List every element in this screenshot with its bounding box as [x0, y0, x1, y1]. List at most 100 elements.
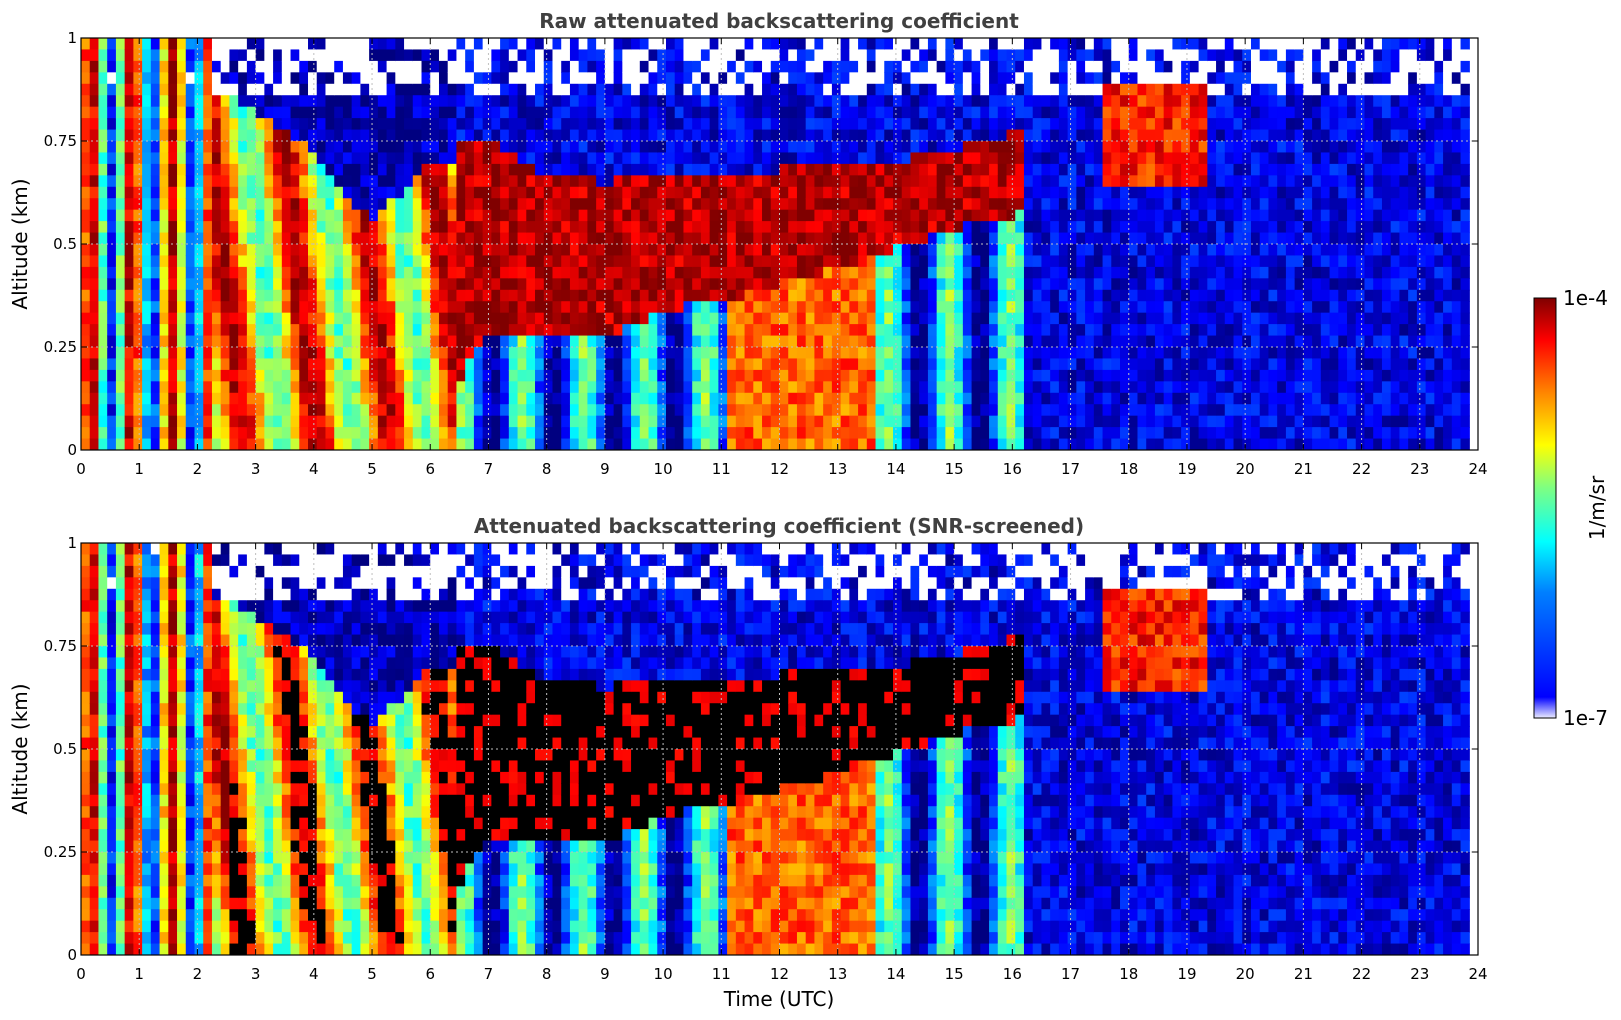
- heatmap-cell: [744, 118, 754, 131]
- heatmap-cell: [325, 335, 335, 348]
- heatmap-cell: [1285, 118, 1296, 131]
- heatmap-cell: [473, 163, 484, 176]
- heatmap-cell: [299, 312, 309, 325]
- heatmap-cell: [1111, 129, 1121, 142]
- heatmap-cell: [796, 209, 807, 222]
- heatmap-cell: [1076, 324, 1086, 337]
- heatmap-cell: [962, 289, 973, 302]
- heatmap-cell: [107, 255, 117, 268]
- heatmap-cell: [1137, 95, 1147, 108]
- heatmap-cell: [1015, 266, 1025, 279]
- heatmap-cell: [1181, 335, 1191, 348]
- heatmap-cell: [115, 312, 126, 325]
- heatmap-cell: [377, 255, 388, 268]
- heatmap-cell: [1102, 141, 1112, 154]
- heatmap-cell: [936, 163, 946, 176]
- heatmap-cell: [220, 198, 231, 211]
- panel1-heatmap: [81, 38, 1470, 450]
- heatmap-cell: [1198, 232, 1208, 245]
- heatmap-cell: [421, 60, 431, 73]
- heatmap-cell: [98, 324, 108, 337]
- heatmap-cell: [718, 152, 728, 165]
- heatmap-cell: [177, 415, 187, 428]
- heatmap-cell: [168, 278, 178, 291]
- heatmap-cell: [124, 221, 134, 234]
- heatmap-cell: [639, 72, 650, 85]
- heatmap-cell: [1041, 404, 1051, 417]
- heatmap-cell: [893, 438, 903, 450]
- heatmap-cell: [473, 347, 484, 360]
- heatmap-cell: [255, 106, 265, 119]
- heatmap-cell: [1146, 221, 1156, 234]
- heatmap-cell: [665, 232, 676, 245]
- heatmap-cell: [1189, 38, 1200, 51]
- heatmap-cell: [604, 244, 615, 257]
- heatmap-cell: [954, 427, 964, 440]
- heatmap-cell: [246, 324, 257, 337]
- heatmap-cell: [1268, 289, 1278, 302]
- heatmap-cell: [456, 95, 466, 108]
- heatmap-cell: [1233, 152, 1243, 165]
- heatmap-cell: [1233, 255, 1243, 268]
- heatmap-cell: [360, 278, 370, 291]
- heatmap-cell: [1277, 358, 1287, 371]
- heatmap-cell: [1093, 129, 1104, 142]
- heatmap-cell: [1111, 38, 1121, 51]
- heatmap-cell: [962, 347, 973, 360]
- heatmap-cell: [578, 324, 589, 337]
- heatmap-cell: [124, 198, 134, 211]
- heatmap-cell: [700, 198, 711, 211]
- heatmap-cell: [762, 232, 772, 245]
- heatmap-cell: [927, 244, 938, 257]
- heatmap-cell: [395, 438, 405, 450]
- heatmap-cell: [971, 381, 981, 394]
- heatmap-cell: [805, 152, 816, 165]
- heatmap-cell: [325, 175, 335, 188]
- heatmap-cell: [831, 289, 842, 302]
- heatmap-cell: [840, 49, 850, 62]
- heatmap-cell: [1207, 324, 1217, 337]
- heatmap-cell: [473, 278, 484, 291]
- heatmap-cell: [1259, 278, 1270, 291]
- heatmap-cell: [1006, 186, 1016, 199]
- heatmap-cell: [360, 347, 370, 360]
- heatmap-cell: [1137, 392, 1147, 405]
- heatmap-cell: [229, 404, 239, 417]
- heatmap-cell: [81, 60, 91, 73]
- heatmap-cell: [639, 438, 650, 450]
- heatmap-cell: [535, 38, 545, 51]
- heatmap-cell: [81, 198, 91, 211]
- heatmap-cell: [229, 95, 239, 108]
- heatmap-cell: [543, 209, 554, 222]
- heatmap-cell: [535, 244, 545, 257]
- heatmap-cell: [316, 244, 327, 257]
- heatmap-cell: [831, 415, 842, 428]
- heatmap-cell: [81, 49, 91, 62]
- heatmap-cell: [526, 95, 536, 108]
- heatmap-cell: [657, 175, 667, 188]
- heatmap-cell: [665, 221, 676, 234]
- heatmap-cell: [1250, 369, 1261, 382]
- heatmap-cell: [569, 152, 580, 165]
- heatmap-cell: [386, 221, 396, 234]
- heatmap-cell: [744, 221, 754, 234]
- heatmap-cell: [1128, 312, 1139, 325]
- heatmap-cell: [788, 60, 798, 73]
- heatmap-cell: [1067, 186, 1077, 199]
- heatmap-cell: [107, 72, 117, 85]
- heatmap-cell: [98, 255, 108, 268]
- heatmap-cell: [526, 175, 536, 188]
- heatmap-cell: [465, 232, 475, 245]
- heatmap-cell: [316, 152, 327, 165]
- heatmap-cell: [500, 175, 510, 188]
- heatmap-cell: [273, 312, 283, 325]
- heatmap-cell: [447, 335, 458, 348]
- heatmap-cell: [1268, 301, 1278, 314]
- heatmap-cell: [1154, 141, 1165, 154]
- heatmap-cell: [901, 415, 912, 428]
- heatmap-cell: [936, 209, 946, 222]
- heatmap-cell: [971, 106, 981, 119]
- heatmap-cell: [517, 232, 527, 245]
- heatmap-cell: [456, 427, 466, 440]
- heatmap-cell: [1120, 278, 1130, 291]
